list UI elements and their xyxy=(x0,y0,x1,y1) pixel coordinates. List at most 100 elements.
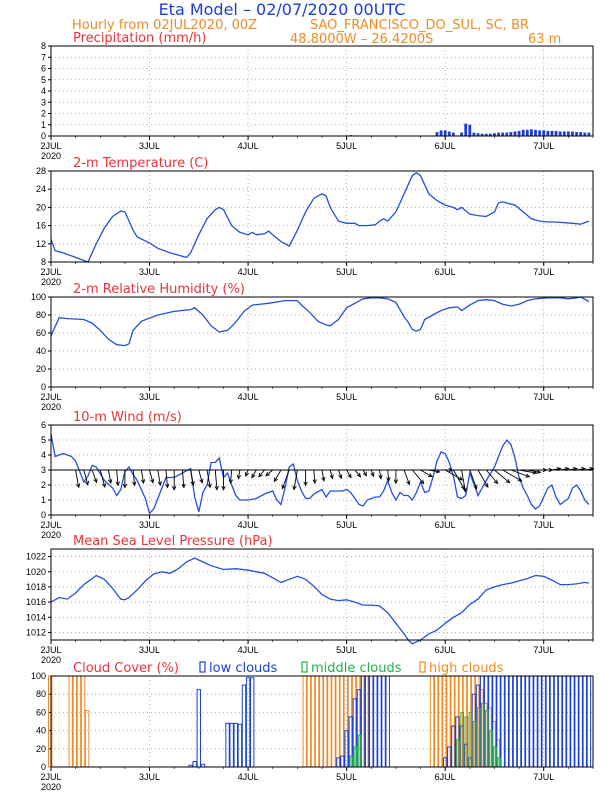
wind-arrowhead xyxy=(171,485,177,491)
chart-subtitle: Hourly from 02JUL2020, 00Z xyxy=(72,18,257,33)
wind-arrow xyxy=(576,468,586,471)
y-tick-label: 24 xyxy=(36,184,46,194)
precip-bar xyxy=(525,129,529,136)
wind-arrowhead xyxy=(165,483,170,489)
wind-arrow xyxy=(338,469,342,479)
wind-arrowhead xyxy=(76,483,81,489)
wind-arrow xyxy=(469,469,478,489)
precip-bar xyxy=(566,131,570,136)
x-tick-label: 3JUL xyxy=(139,141,160,151)
wind-arrow xyxy=(198,469,203,483)
precip-bar xyxy=(517,130,521,136)
high-legend-swatch xyxy=(419,661,426,673)
precip-bar xyxy=(571,131,574,136)
station-name: SAO_FRANCISCO_DO_SUL, SC, BR xyxy=(310,18,529,33)
low-cloud-bar xyxy=(549,675,555,768)
x-tick-label: 7JUL xyxy=(533,772,554,782)
precip-bar xyxy=(546,130,550,136)
wind-arrowhead xyxy=(190,481,195,487)
wind-arrow xyxy=(527,469,541,473)
low-cloud-bar xyxy=(578,675,583,768)
precip-bar xyxy=(501,132,505,136)
wind-arrowhead xyxy=(536,469,542,474)
wind-arrow xyxy=(362,469,367,476)
x-tick-label: 4JUL xyxy=(238,772,259,782)
wind-arrowhead xyxy=(228,479,233,485)
low-cloud-bar xyxy=(196,689,202,768)
low-cloud-bar xyxy=(529,675,534,768)
high-cloud-bar xyxy=(319,675,324,768)
high-cloud-bar xyxy=(323,675,328,768)
precip-bar xyxy=(497,132,500,136)
temp-series-line xyxy=(50,172,590,263)
wind-arrowhead xyxy=(338,474,343,480)
wind-arrow xyxy=(584,468,594,471)
y-tick-label: 100 xyxy=(31,671,46,681)
panel-wind: 10-m Wind (m/s) 0 1 2 3 4 5 6 2JUL 3JUL 4JUL 5JUL 6J… xyxy=(40,410,595,540)
wind-arrow xyxy=(379,469,382,479)
wind-arrowhead xyxy=(273,477,278,483)
rh-series-line xyxy=(50,296,590,347)
low-cloud-bar xyxy=(516,675,522,768)
low-cloud-bar xyxy=(586,675,592,768)
wind-arrowhead xyxy=(347,473,352,479)
station-elevation: 63 m xyxy=(528,32,561,47)
wind-arrow xyxy=(75,469,80,488)
x-tick-label: 4JUL xyxy=(238,520,259,530)
wind-arrowhead xyxy=(329,474,334,480)
y-tick-label: 4 xyxy=(41,86,46,96)
x-tick-label: 6JUL xyxy=(435,141,456,151)
precip-bar xyxy=(505,132,509,136)
y-tick-label: 16 xyxy=(36,221,46,231)
high-cloud-bar xyxy=(48,675,53,768)
precip-bar xyxy=(443,130,447,136)
y-tick-label: 60 xyxy=(36,328,46,338)
y-tick-label: 12 xyxy=(36,239,46,249)
low-cloud-bar xyxy=(508,675,514,768)
precip-bar xyxy=(468,124,472,136)
wind-arrow xyxy=(251,469,257,478)
x-tick-label: 3JUL xyxy=(139,520,160,530)
y-tick-label: 100 xyxy=(31,292,46,302)
wind-arrow xyxy=(265,469,274,477)
y-tick-label: 1012 xyxy=(26,627,46,637)
wind-arrowhead xyxy=(312,479,317,485)
high-cloud-bar xyxy=(433,675,439,768)
wind-arrowhead xyxy=(386,477,391,483)
x-tick-label: 2JUL xyxy=(40,520,61,530)
wind-arrow xyxy=(502,469,522,482)
precip-bar xyxy=(435,132,439,136)
mid-legend-label: middle clouds xyxy=(311,661,402,676)
wind-arrow xyxy=(108,469,112,484)
y-tick-label: 2 xyxy=(41,480,46,490)
wind-arrowhead xyxy=(157,481,162,487)
y-tick-label: 0 xyxy=(41,131,46,141)
precip-bar xyxy=(534,129,537,136)
wind-arrow xyxy=(313,469,316,484)
wind-arrow xyxy=(99,469,106,488)
high-cloud-bar xyxy=(331,675,336,768)
low-cloud-bar xyxy=(229,722,234,768)
low-cloud-bar xyxy=(545,675,551,768)
precip-bar xyxy=(530,129,533,136)
panel-title: Cloud Cover (%) xyxy=(73,661,179,676)
low-cloud-bar xyxy=(541,675,546,768)
wind-arrow xyxy=(461,469,466,492)
y-tick-label: 28 xyxy=(36,166,46,176)
wind-arrowhead xyxy=(448,467,454,473)
wind-arrow xyxy=(485,469,498,484)
wind-arrowhead xyxy=(122,483,128,489)
wind-arrow xyxy=(181,469,185,488)
wind-arrow xyxy=(387,469,390,482)
wind-arrowhead xyxy=(378,474,383,480)
precip-bar xyxy=(447,131,451,136)
low-cloud-bar xyxy=(225,722,230,768)
x-tick-label: 5JUL xyxy=(336,520,357,530)
panel-cloud: Cloud Cover (%) 0 20 40 60 80 100 2JUL 3JUL 4JUL 5… xyxy=(31,661,594,792)
panel-frame xyxy=(50,45,594,137)
x-tick-label: 5JUL xyxy=(336,645,357,655)
precip-bar xyxy=(579,132,583,136)
y-tick-label: 7 xyxy=(41,52,46,62)
precip-bar xyxy=(558,131,562,136)
wind-arrow xyxy=(237,469,241,479)
